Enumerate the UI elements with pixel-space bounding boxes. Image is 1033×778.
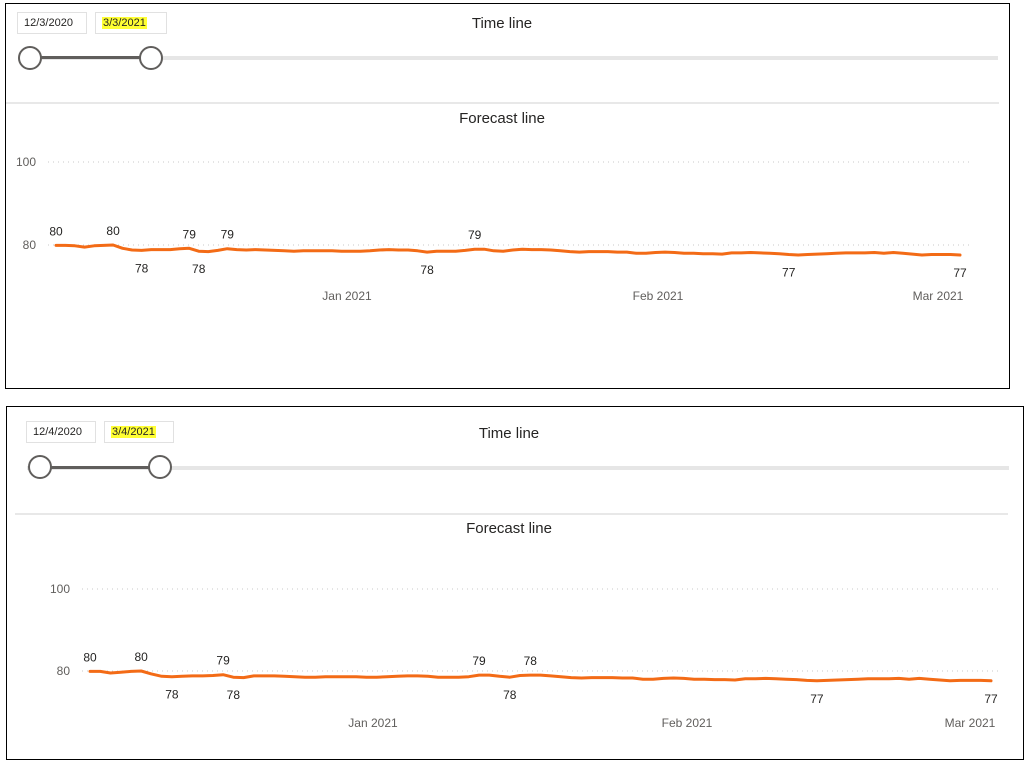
end-date-input[interactable]: 3/3/2021 <box>95 12 167 34</box>
data-label: 78 <box>420 263 434 277</box>
start-date-text: 12/4/2020 <box>33 426 82 438</box>
slider-selected-range <box>40 466 160 469</box>
forecast-line-chart: 80 100 Jan 2021 Feb 2021 Mar 2021 80 80 78 78 79 7… <box>16 155 970 303</box>
data-label: 79 <box>468 228 482 242</box>
slider-end-handle[interactable] <box>139 46 163 70</box>
data-label: 78 <box>524 654 538 668</box>
start-date-input[interactable]: 12/4/2020 <box>26 421 96 443</box>
data-label: 79 <box>472 654 486 668</box>
data-label: 78 <box>227 688 241 702</box>
forecast-series-line <box>88 669 993 683</box>
timeline-title: Time line <box>478 425 540 442</box>
y-tick-label: 80 <box>57 664 71 678</box>
visual-panel-2: 12/4/2020 3/4/2021 Time line Forecast li… <box>6 406 1024 760</box>
end-date-input[interactable]: 3/4/2021 <box>104 421 174 443</box>
end-date-text: 3/3/2021 <box>102 17 147 29</box>
end-date-text: 3/4/2021 <box>111 426 156 438</box>
data-label: 80 <box>106 224 120 238</box>
data-label: 80 <box>83 650 97 664</box>
data-label: 79 <box>183 227 197 241</box>
data-label: 80 <box>49 224 63 238</box>
slider-start-handle[interactable] <box>28 455 52 479</box>
visual-panel-1: 12/3/2020 3/3/2021 Time line Forecast li… <box>5 3 1010 389</box>
forecast-series-line <box>54 243 962 257</box>
data-label: 77 <box>810 692 824 706</box>
section-divider <box>15 513 1008 515</box>
slider-track[interactable] <box>27 466 1009 470</box>
timeline-title: Time line <box>471 15 533 32</box>
data-label: 79 <box>221 228 235 242</box>
slider-end-handle[interactable] <box>148 455 172 479</box>
forecast-line-chart: 80 100 Jan 2021 Feb 2021 Mar 2021 80 80 78 78 79 7… <box>50 582 1001 730</box>
x-tick-label: Feb 2021 <box>633 289 684 303</box>
y-tick-label: 100 <box>16 155 36 169</box>
data-label: 78 <box>503 688 517 702</box>
x-tick-label: Jan 2021 <box>322 289 372 303</box>
slider-selected-range <box>31 56 151 59</box>
data-label: 78 <box>192 262 206 276</box>
data-label: 77 <box>953 266 967 280</box>
y-tick-label: 80 <box>23 238 37 252</box>
start-date-input[interactable]: 12/3/2020 <box>17 12 87 34</box>
y-tick-label: 100 <box>50 582 70 596</box>
forecast-title: Forecast line <box>466 520 552 537</box>
x-tick-label: Feb 2021 <box>662 716 713 730</box>
data-label: 80 <box>135 650 149 664</box>
data-label: 77 <box>782 266 796 280</box>
start-date-text: 12/3/2020 <box>24 17 73 29</box>
data-label: 78 <box>135 261 149 275</box>
data-label: 79 <box>216 654 230 668</box>
section-divider <box>6 102 999 104</box>
data-label: 78 <box>165 688 179 702</box>
x-tick-label: Mar 2021 <box>913 289 964 303</box>
forecast-title: Forecast line <box>459 110 545 127</box>
slider-track[interactable] <box>18 56 998 60</box>
slider-start-handle[interactable] <box>18 46 42 70</box>
x-tick-label: Mar 2021 <box>945 716 996 730</box>
x-tick-label: Jan 2021 <box>348 716 398 730</box>
data-label: 77 <box>984 692 998 706</box>
